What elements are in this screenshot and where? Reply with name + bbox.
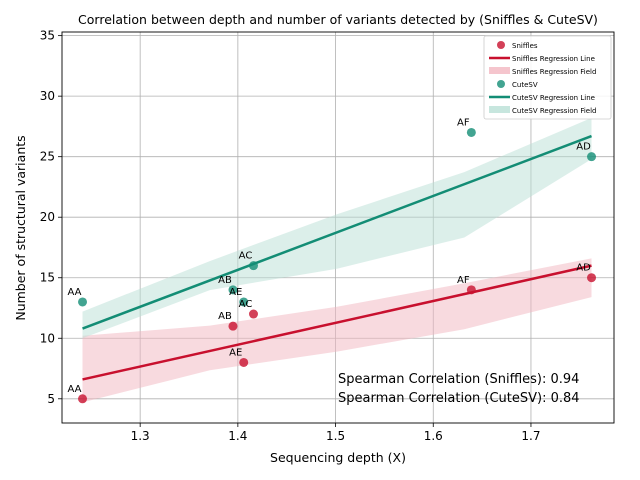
sniffles-point-label: AD [576,263,591,274]
cutesv-point [239,297,249,307]
sniffles-point [248,309,258,319]
legend-sniffles-band-swatch [489,67,510,74]
cutesv-point [228,285,238,295]
plot-frame [61,31,615,424]
sniffles-point [78,394,88,404]
y-tick-label: 35 [40,29,55,43]
cutesv-point-label: AF [457,117,470,128]
sniffles-point [466,285,476,295]
legend-cutesv-band-label: CuteSV Regression Field [512,107,597,115]
cutesv-point-label: AB [218,275,232,286]
cutesv-point [78,297,88,307]
legend-cutesv-band-swatch [489,106,510,113]
legend-sniffles-band-label: Sniffles Regression Field [512,68,596,76]
y-tick-label: 10 [40,331,55,345]
legend-cutesv-marker [497,80,505,88]
cutesv-point-label: AA [68,287,82,298]
cutesv-point [248,261,258,271]
x-tick-label: 1.5 [326,429,345,443]
y-tick-label: 15 [40,271,55,285]
x-tick-label: 1.3 [131,429,150,443]
sniffles-point-label: AF [457,275,470,286]
y-tick-label: 25 [40,150,55,164]
data-points [78,127,597,404]
y-tick-label: 30 [40,89,55,103]
y-tick-label: 20 [40,210,55,224]
x-tick-label: 1.6 [424,429,443,443]
cutesv-point [587,152,597,162]
cutesv-point-label: AC [239,251,253,262]
axis-ticks: 1.3 1.4 1.5 1.6 1.7 5 10 15 20 25 30 35 [40,29,541,443]
sniffles-regression-line [82,264,592,381]
legend-sniffles-line-label: Sniffles Regression Line [512,55,595,63]
spearman-cutesv-annotation: Spearman Correlation (CuteSV): 0.84 [338,391,580,406]
legend-sniffles-marker [497,41,505,49]
cutesv-point [466,127,476,137]
legend-box [483,35,612,120]
x-tick-label: 1.7 [521,429,540,443]
sniffles-point-label: AA [68,384,82,395]
legend-sniffles-label: Sniffles [512,42,538,50]
x-tick-label: 1.4 [228,429,247,443]
regression-lines [82,134,592,381]
cutesv-point-label: AE [229,287,242,298]
spearman-sniffles-annotation: Spearman Correlation (Sniffles): 0.94 [338,372,579,387]
cutesv-point-label: AD [576,142,591,153]
legend-cutesv-line-label: CuteSV Regression Line [512,94,595,102]
chart-title: Correlation between depth and number of … [78,12,598,27]
y-tick-label: 5 [47,392,55,406]
legend: Sniffles Sniffles Regression Line Sniffl… [483,35,612,120]
sniffles-point [228,321,238,331]
cutesv-regression-line [82,134,592,330]
x-axis-label: Sequencing depth (X) [270,450,406,465]
sniffles-point [587,273,597,283]
sniffles-point-label: AE [229,347,242,358]
y-axis-label: Number of structural variants [13,135,28,320]
sniffles-point-label: AB [218,311,232,322]
legend-cutesv-label: CuteSV [512,81,538,89]
sniffles-point-label: AC [239,299,253,310]
sniffles-point [239,357,249,367]
cutesv-regression-band [82,117,592,339]
